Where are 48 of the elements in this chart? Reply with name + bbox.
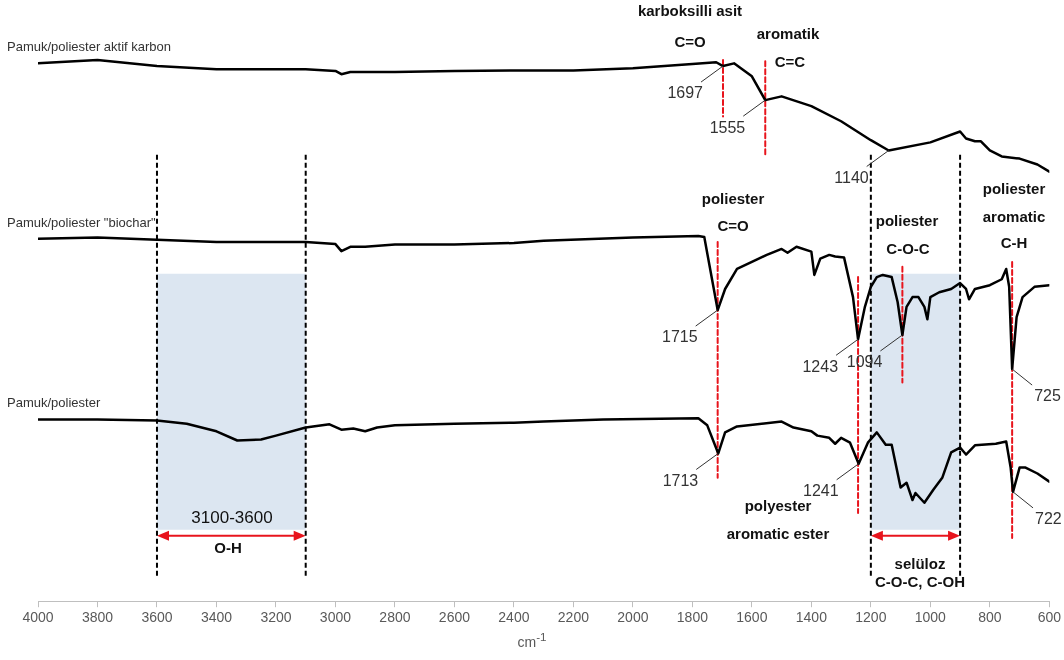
annotation: C-O-C, C-OH [875, 573, 965, 591]
annotation: C-H [1000, 234, 1028, 252]
annotation: O-H [214, 539, 242, 557]
series-label: Pamuk/poliester aktif karbon [7, 39, 172, 55]
x-tick-label: 2600 [438, 609, 471, 626]
x-tick-label: 1000 [914, 609, 947, 626]
x-tick-label: 1600 [736, 609, 768, 626]
annotation: polyester [744, 497, 812, 515]
x-tick-label: 4000 [22, 609, 54, 626]
x-tick-label: 1800 [676, 609, 709, 626]
x-tick-label: 800 [978, 609, 1002, 626]
text: aromatik [756, 25, 820, 43]
annotation: C=O [717, 217, 749, 235]
annotation: 3100-3600 [191, 507, 273, 527]
annotation: poliester [701, 190, 765, 208]
annotation: 1555 [709, 118, 746, 136]
annotation: C-O-C [886, 240, 930, 258]
x-tick-label: 3000 [319, 609, 352, 626]
x-tick-label: 2400 [498, 609, 530, 626]
series-label: Pamuk/poliester "biochar" [7, 214, 157, 230]
series-label: Pamuk/poliester [7, 395, 101, 411]
annotation: 725 [1034, 387, 1061, 405]
x-tick-label: 2000 [617, 609, 649, 626]
annotation: C=C [774, 53, 806, 71]
annotation: selüloz [894, 555, 946, 573]
x-tick-label: 2200 [557, 609, 590, 626]
annotation: 1715 [662, 328, 698, 346]
annotation: aromatic ester [726, 525, 830, 543]
annotation: 1241 [803, 482, 839, 500]
annotation: 1243 [802, 357, 839, 375]
annotation: 722 [1035, 510, 1062, 528]
x-axis-title: cm$^{-1}$ [516, 630, 548, 650]
annotation: poliester [875, 212, 939, 230]
x-tick-label: 3200 [260, 609, 292, 626]
x-tick-label: 600 [1037, 609, 1062, 626]
annotation: aromatic [982, 208, 1046, 226]
annotation: 1140 [834, 168, 869, 186]
x-tick-label: 1200 [855, 609, 887, 626]
text: C=O [674, 33, 706, 51]
x-tick-label: 3400 [200, 609, 233, 626]
x-tick-label: 2800 [379, 609, 411, 626]
annotation: 1697 [667, 84, 704, 102]
annotation: poliester [982, 180, 1046, 198]
x-tick-label: 1400 [795, 609, 828, 626]
annotation: 1713 [662, 471, 699, 489]
text: karboksilli asit [637, 2, 743, 20]
x-tick-label: 3800 [81, 609, 114, 626]
x-tick-label: 3600 [141, 609, 173, 626]
